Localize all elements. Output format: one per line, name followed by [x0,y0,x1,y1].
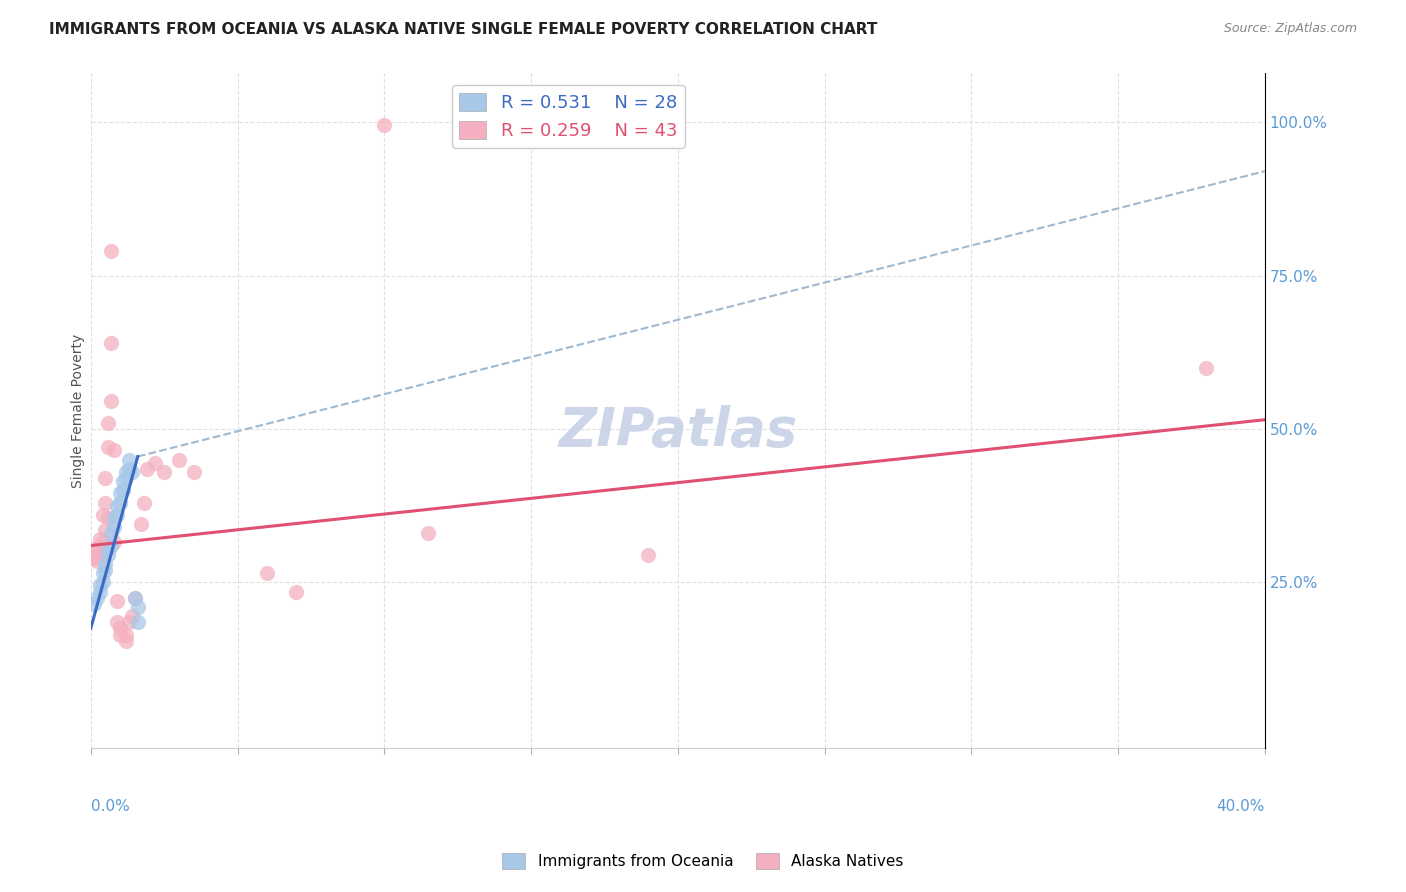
Point [124,591,146,605]
Point [145,456,167,470]
Point [91,535,114,549]
Point [89,578,111,592]
Point [183,465,205,479]
Text: ZIPatlas: ZIPatlas [558,405,797,457]
Point [135,462,157,476]
Point [418,526,440,541]
Point [121,609,143,624]
Point [285,584,308,599]
Point [89,584,111,599]
Point [1195,360,1218,375]
Point [112,474,135,488]
Point [97,416,120,430]
Point [94,557,117,571]
Point [100,244,122,258]
Point [83,550,105,565]
Point [103,511,125,525]
Point [83,597,105,611]
Point [108,495,131,509]
Point [373,118,395,132]
Point [115,633,138,648]
Point [105,615,128,630]
Point [94,495,117,509]
Point [127,599,149,614]
Point [108,486,131,500]
Point [118,615,141,630]
Point [118,462,141,476]
Point [100,336,122,351]
Point [124,591,146,605]
Point [97,548,120,562]
Point [91,566,114,581]
Point [637,548,659,562]
Point [97,440,120,454]
Point [86,544,108,558]
Point [115,465,138,479]
Point [103,520,125,534]
Point [121,465,143,479]
Point [100,526,122,541]
Point [94,523,117,537]
Point [129,516,152,531]
Point [89,539,111,553]
Point [115,627,138,641]
Point [256,566,278,581]
Point [91,575,114,590]
Point [94,471,117,485]
Text: 0.0%: 0.0% [91,798,129,814]
Point [132,495,155,509]
Point [167,452,190,467]
Point [103,535,125,549]
Point [108,627,131,641]
Point [105,508,128,522]
Point [153,465,176,479]
Point [100,394,122,409]
Point [103,443,125,458]
Point [83,541,105,556]
Point [89,548,111,562]
Point [127,615,149,630]
Point [91,508,114,522]
Point [115,471,138,485]
Point [118,452,141,467]
Point [97,541,120,556]
Point [86,591,108,605]
Legend: Immigrants from Oceania, Alaska Natives: Immigrants from Oceania, Alaska Natives [496,847,910,875]
Text: Source: ZipAtlas.com: Source: ZipAtlas.com [1223,22,1357,36]
Legend: R = 0.531    N = 28, R = 0.259    N = 43: R = 0.531 N = 28, R = 0.259 N = 43 [453,86,685,147]
Point [100,539,122,553]
Point [94,563,117,577]
Point [97,511,120,525]
Point [105,593,128,607]
Text: IMMIGRANTS FROM OCEANIA VS ALASKA NATIVE SINGLE FEMALE POVERTY CORRELATION CHART: IMMIGRANTS FROM OCEANIA VS ALASKA NATIVE… [49,22,877,37]
Point [112,483,135,498]
Point [105,499,128,513]
Point [91,548,114,562]
Point [86,554,108,568]
Point [89,533,111,547]
Text: 40.0%: 40.0% [1216,798,1265,814]
Y-axis label: Single Female Poverty: Single Female Poverty [72,334,86,488]
Point [108,621,131,635]
